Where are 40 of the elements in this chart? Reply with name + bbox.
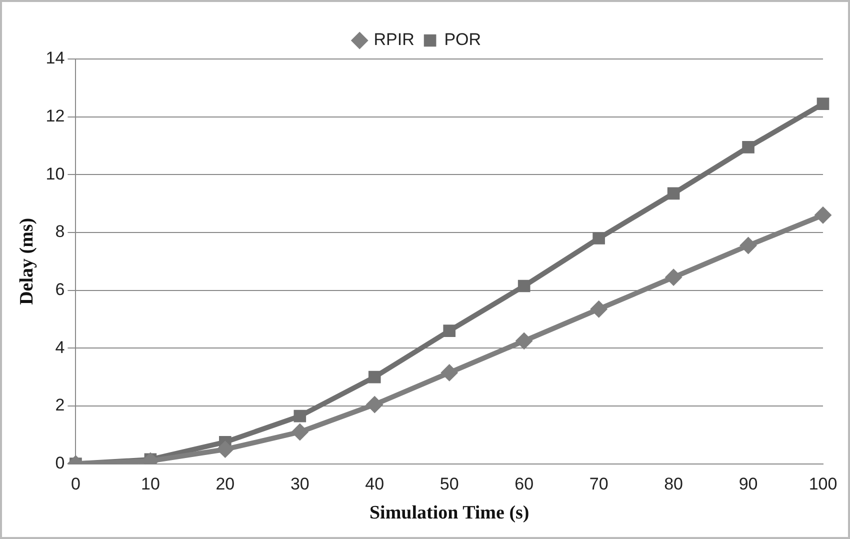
x-tick-label: 20: [216, 474, 235, 494]
y-tick-label: 14: [46, 48, 65, 68]
y-tick-label: 8: [55, 222, 65, 242]
point: [667, 187, 680, 200]
x-tick-label: 60: [514, 474, 534, 494]
x-tick-label: 80: [664, 474, 684, 494]
point: [294, 410, 306, 422]
point: [592, 232, 605, 244]
point: [291, 423, 308, 440]
point: [216, 440, 234, 458]
point: [814, 206, 832, 224]
point: [366, 396, 384, 414]
x-tick-label: 100: [808, 474, 838, 494]
x-tick-label: 10: [140, 474, 160, 494]
y-tick-label: 4: [55, 338, 65, 357]
x-axis-title: Simulation Time (s): [369, 502, 530, 524]
y-tick-label: 2: [55, 396, 65, 415]
x-tick-label: 0: [70, 474, 80, 494]
x-tick-label: 40: [365, 474, 384, 494]
y-tick-label: 0: [55, 453, 65, 472]
legend-label: RPIR: [374, 30, 414, 50]
y-axis-title: Delay (ms): [16, 218, 38, 305]
y-tick-label: 6: [55, 280, 65, 299]
x-tick-label: 70: [589, 474, 608, 494]
point: [368, 370, 381, 384]
point: [665, 268, 682, 286]
x-tick-label: 90: [738, 474, 758, 494]
point: [816, 98, 830, 110]
point: [590, 300, 608, 318]
point: [518, 280, 530, 292]
legend-label: POR: [444, 30, 482, 50]
point: [740, 236, 757, 254]
point: [443, 324, 456, 337]
point: [440, 364, 458, 382]
y-tick-label: 12: [46, 106, 65, 126]
x-tick-label: 30: [290, 474, 310, 494]
y-tick-label: 10: [46, 164, 65, 184]
x-tick-label: 50: [440, 474, 459, 494]
point: [516, 332, 533, 350]
point: [742, 141, 754, 154]
